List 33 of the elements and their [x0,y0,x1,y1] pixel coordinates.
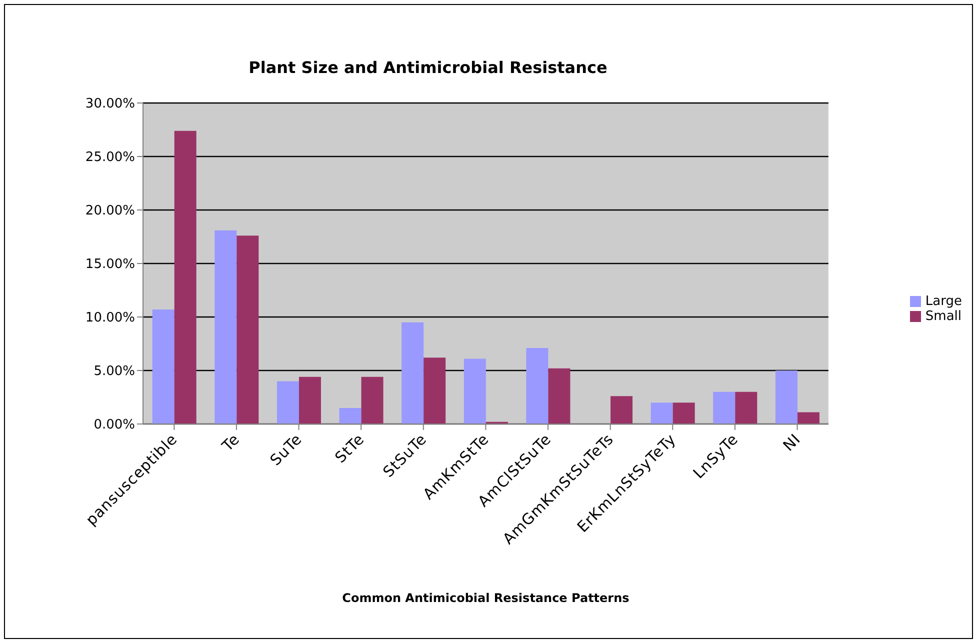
bar [797,412,820,424]
bar [672,402,695,424]
x-tick-label: Te [218,430,244,456]
bar [548,368,570,424]
y-tick-label: 20.00% [85,204,135,219]
legend-label: Small [925,309,962,324]
bar [713,392,736,424]
bar [526,348,548,424]
y-tick-label: 25.00% [85,150,135,166]
bar [424,358,446,424]
legend-label: Large [925,294,962,309]
y-tick-label: 30.00% [85,96,135,112]
bar [402,322,424,424]
y-tick-label: 5.00% [94,364,135,380]
bar [214,230,237,424]
bar [152,310,174,424]
bar [650,402,673,424]
bar [735,392,758,424]
y-tick-label: 15.00% [85,257,135,272]
bar [361,376,384,424]
bar [339,408,362,424]
bar [610,396,633,424]
bar [464,358,486,424]
y-tick-label: 10.00% [85,310,135,326]
bar [775,370,798,424]
x-axis-title: Common Antimicobial Resistance Patterns [342,591,630,605]
bar [236,236,259,424]
chart-title: Plant Size and Antimicrobial Resistance [248,58,608,77]
x-tick-label: NI [779,430,804,455]
y-tick-label: 0.00% [94,418,135,433]
bar [298,376,321,424]
bar [174,130,196,424]
bar [276,381,299,424]
